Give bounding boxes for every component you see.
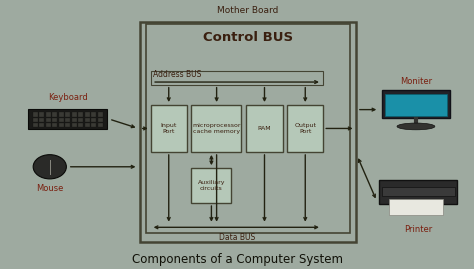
FancyBboxPatch shape: [389, 199, 443, 215]
Bar: [65, 123, 71, 127]
Bar: [52, 118, 57, 122]
Bar: [191, 168, 231, 203]
Bar: [33, 112, 38, 117]
Bar: [84, 118, 90, 122]
Text: RAM: RAM: [258, 126, 271, 131]
Bar: [39, 112, 45, 117]
Bar: [379, 180, 457, 204]
Bar: [65, 112, 71, 117]
Text: Printer: Printer: [404, 225, 432, 233]
Bar: [28, 109, 107, 129]
Bar: [191, 105, 241, 152]
Bar: [382, 90, 450, 118]
Bar: [385, 94, 447, 116]
Bar: [98, 112, 103, 117]
Text: Input
Port: Input Port: [161, 123, 177, 134]
Text: Address BUS: Address BUS: [153, 70, 201, 79]
Bar: [91, 118, 96, 122]
Bar: [65, 118, 71, 122]
Bar: [140, 22, 356, 242]
Text: microprocessor
cache memory: microprocessor cache memory: [192, 123, 241, 134]
Text: Mouse: Mouse: [36, 184, 64, 193]
Bar: [59, 118, 64, 122]
Bar: [78, 112, 83, 117]
Bar: [52, 112, 57, 117]
Text: Data BUS: Data BUS: [219, 233, 255, 242]
Ellipse shape: [33, 155, 66, 179]
Bar: [59, 123, 64, 127]
Text: Components of a Computer System: Components of a Computer System: [131, 253, 343, 266]
Bar: [84, 123, 90, 127]
Bar: [46, 112, 51, 117]
Bar: [33, 123, 38, 127]
Bar: [52, 123, 57, 127]
Bar: [146, 24, 350, 233]
Bar: [39, 118, 45, 122]
Bar: [382, 187, 455, 196]
Text: Control BUS: Control BUS: [203, 31, 293, 44]
Bar: [151, 71, 323, 85]
Text: Keyboard: Keyboard: [48, 93, 87, 102]
Bar: [72, 118, 77, 122]
Bar: [46, 118, 51, 122]
Bar: [46, 123, 51, 127]
Ellipse shape: [397, 123, 435, 130]
Text: Auxiliary
circuits: Auxiliary circuits: [198, 180, 225, 191]
Bar: [287, 105, 323, 152]
Bar: [151, 105, 187, 152]
Bar: [91, 123, 96, 127]
Bar: [59, 112, 64, 117]
Bar: [98, 123, 103, 127]
Bar: [98, 118, 103, 122]
Text: Moniter: Moniter: [400, 77, 432, 86]
Bar: [39, 123, 45, 127]
Bar: [91, 112, 96, 117]
Bar: [33, 118, 38, 122]
Bar: [72, 123, 77, 127]
Bar: [72, 112, 77, 117]
Text: Output
Port: Output Port: [294, 123, 316, 134]
Text: Mother Board: Mother Board: [217, 6, 278, 15]
Bar: [246, 105, 283, 152]
Bar: [78, 123, 83, 127]
Bar: [84, 112, 90, 117]
Bar: [78, 118, 83, 122]
